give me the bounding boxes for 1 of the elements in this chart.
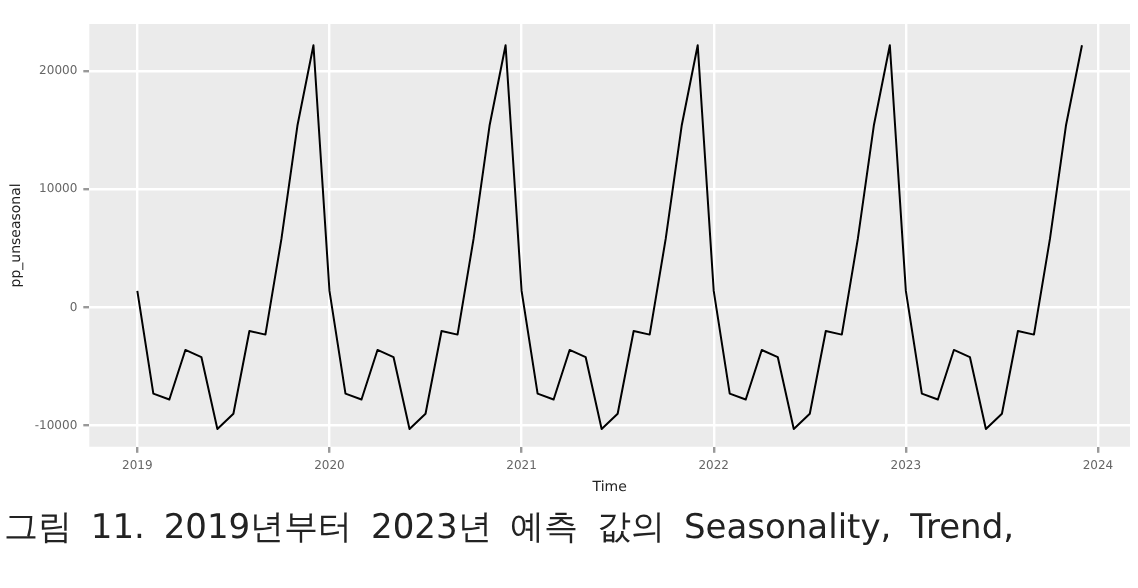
caption: 그림 11. 2019년부터 2023년 예측 값의 Seasonality, Trend, bbox=[4, 506, 1017, 550]
